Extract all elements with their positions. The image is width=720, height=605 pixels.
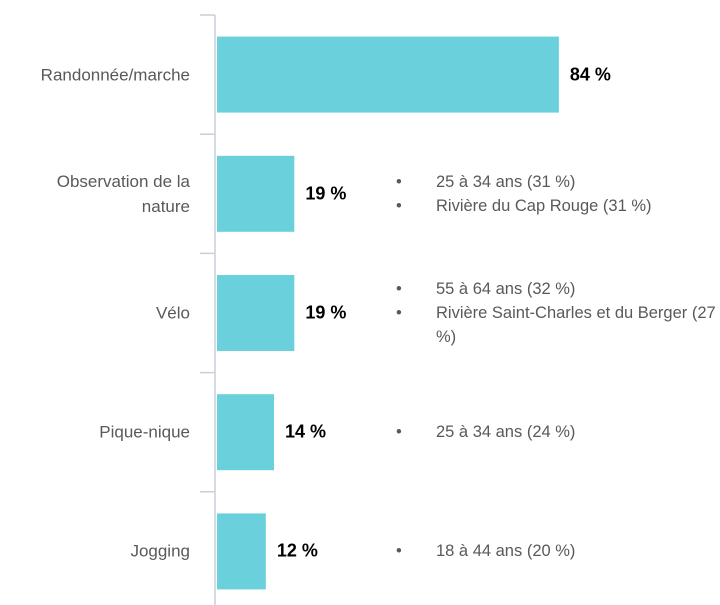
bar xyxy=(217,155,295,232)
annotation: 25 à 34 ans (24 %) xyxy=(396,420,718,444)
bar xyxy=(217,275,295,351)
category-label: Randonnée/marche xyxy=(40,65,190,85)
category-label: Pique-nique xyxy=(99,422,190,442)
annotation: 25 à 34 ans (31 %)Rivière du Cap Rouge (… xyxy=(396,170,718,218)
value-label: 84 % xyxy=(569,64,611,85)
value-label: 19 % xyxy=(305,183,347,204)
annotation-item: 18 à 44 ans (20 %) xyxy=(396,539,718,563)
annotation-item: 25 à 34 ans (31 %) xyxy=(396,170,718,194)
annotation: 55 à 64 ans (32 %)Rivière Saint-Charles … xyxy=(396,277,718,349)
value-label: 19 % xyxy=(305,302,347,323)
category-label: Observation de la nature xyxy=(56,171,190,216)
category-label: Vélo xyxy=(155,303,190,323)
annotation-item: 55 à 64 ans (32 %) xyxy=(396,277,718,301)
annotation: 18 à 44 ans (20 %) xyxy=(396,539,718,563)
category-label: Jogging xyxy=(130,541,190,561)
annotation-item: Rivière du Cap Rouge (31 %) xyxy=(396,194,718,218)
bar xyxy=(217,36,559,113)
bar xyxy=(217,394,274,471)
value-label: 14 % xyxy=(284,421,326,442)
value-label: 12 % xyxy=(276,540,318,561)
annotation-item: Rivière Saint-Charles et du Berger (27 %… xyxy=(396,301,718,349)
annotation-item: 25 à 34 ans (24 %) xyxy=(396,420,718,444)
bar xyxy=(217,513,266,590)
